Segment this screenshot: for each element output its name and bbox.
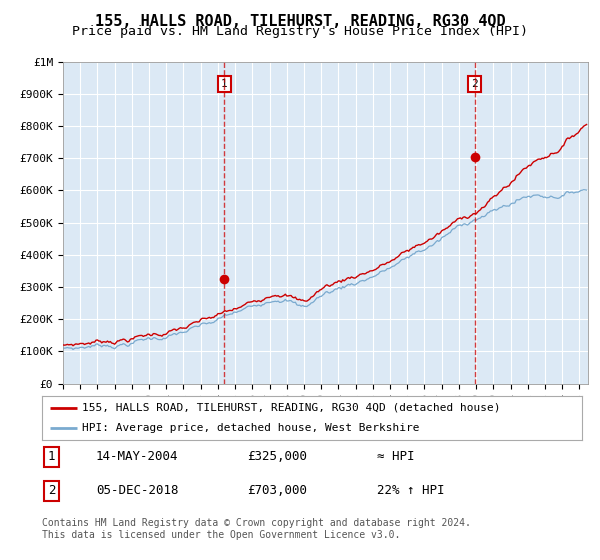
Text: 14-MAY-2004: 14-MAY-2004 [96,450,179,463]
Text: Contains HM Land Registry data © Crown copyright and database right 2024.
This d: Contains HM Land Registry data © Crown c… [42,518,471,540]
Text: 2: 2 [472,79,478,89]
Text: £703,000: £703,000 [247,484,307,497]
Text: 155, HALLS ROAD, TILEHURST, READING, RG30 4QD: 155, HALLS ROAD, TILEHURST, READING, RG3… [95,14,505,29]
Text: 1: 1 [48,450,55,463]
Text: ≈ HPI: ≈ HPI [377,450,415,463]
Text: 2: 2 [48,484,55,497]
Text: Price paid vs. HM Land Registry's House Price Index (HPI): Price paid vs. HM Land Registry's House … [72,25,528,38]
Text: 1: 1 [221,79,227,89]
Text: 22% ↑ HPI: 22% ↑ HPI [377,484,444,497]
Text: 05-DEC-2018: 05-DEC-2018 [96,484,179,497]
Text: HPI: Average price, detached house, West Berkshire: HPI: Average price, detached house, West… [83,423,420,433]
Text: £325,000: £325,000 [247,450,307,463]
Text: 155, HALLS ROAD, TILEHURST, READING, RG30 4QD (detached house): 155, HALLS ROAD, TILEHURST, READING, RG3… [83,403,501,413]
